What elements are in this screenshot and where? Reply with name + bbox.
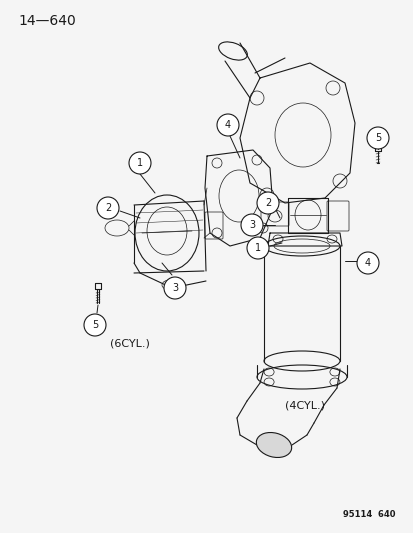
Circle shape: [84, 314, 106, 336]
Text: 1: 1: [137, 158, 143, 168]
Circle shape: [256, 192, 278, 214]
Ellipse shape: [256, 432, 291, 457]
Circle shape: [240, 214, 262, 236]
Text: 95114  640: 95114 640: [343, 510, 395, 519]
Text: 2: 2: [104, 203, 111, 213]
Text: 2: 2: [264, 198, 271, 208]
Circle shape: [366, 127, 388, 149]
Text: 4: 4: [364, 258, 370, 268]
Text: 5: 5: [374, 133, 380, 143]
Circle shape: [129, 152, 151, 174]
Circle shape: [164, 277, 185, 299]
Circle shape: [356, 252, 378, 274]
Text: 1: 1: [254, 243, 261, 253]
Text: (4CYL.): (4CYL.): [284, 401, 324, 411]
Text: 3: 3: [248, 220, 254, 230]
Text: 5: 5: [92, 320, 98, 330]
Text: 4: 4: [224, 120, 230, 130]
Text: 3: 3: [171, 283, 178, 293]
Text: (6CYL.): (6CYL.): [110, 338, 150, 348]
Text: 14—640: 14—640: [18, 14, 76, 28]
Circle shape: [247, 237, 268, 259]
Circle shape: [216, 114, 238, 136]
Circle shape: [97, 197, 119, 219]
